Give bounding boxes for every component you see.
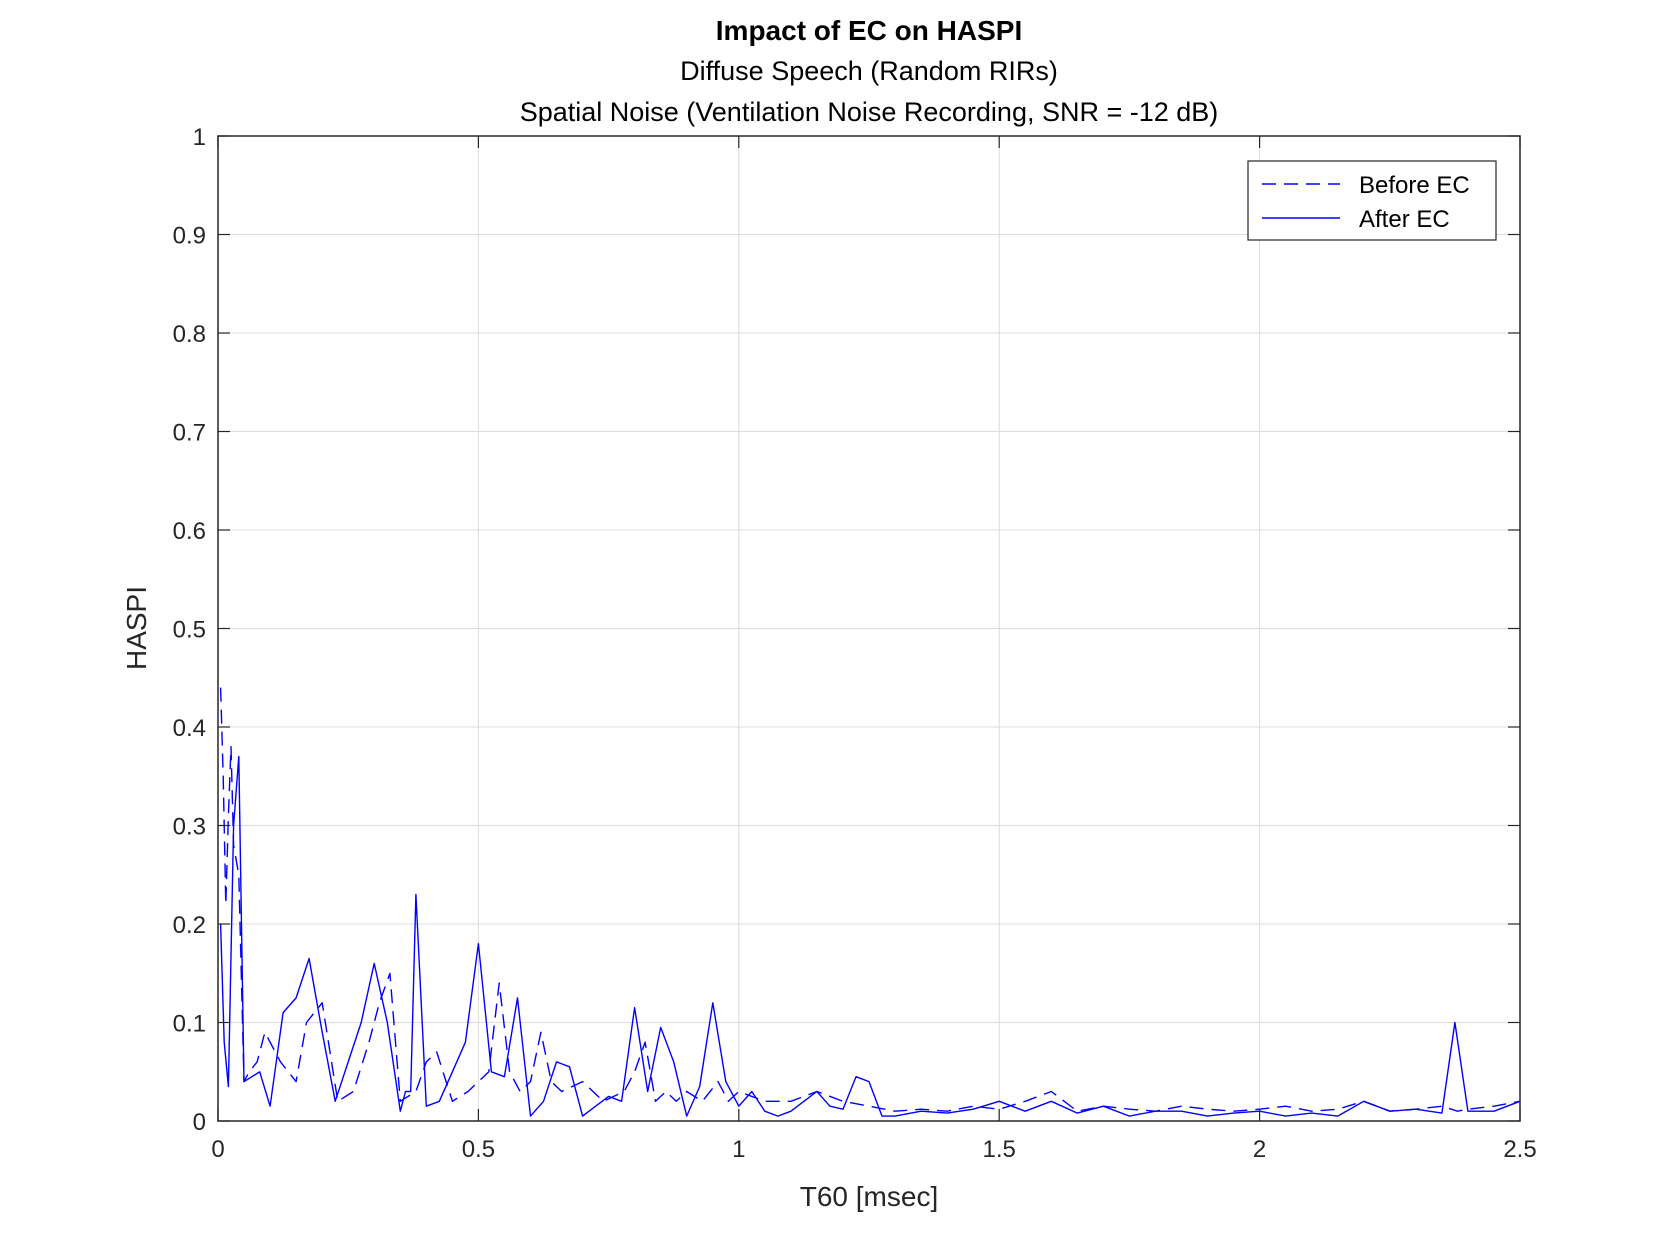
y-tick-label: 0.9 <box>173 223 206 250</box>
x-tick-label: 0 <box>211 1136 224 1163</box>
y-tick-label: 0.3 <box>173 814 206 841</box>
series-line-after-ec <box>219 755 1521 1117</box>
x-tick-label: 1.5 <box>983 1136 1016 1163</box>
series-line-before-ec <box>219 687 1521 1112</box>
y-tick-label: 0.6 <box>173 518 206 545</box>
y-tick-label: 0.2 <box>173 912 206 939</box>
y-tick-label: 0.4 <box>173 715 206 742</box>
plot-series <box>219 687 1521 1117</box>
y-tick-label: 0.5 <box>173 617 206 644</box>
x-tick-label: 2.5 <box>1503 1136 1536 1163</box>
y-tick-label: 0.8 <box>173 321 206 348</box>
legend-label-before-ec: Before EC <box>1359 172 1470 199</box>
chart-subtitle-1: Diffuse Speech (Random RIRs) <box>680 56 1058 86</box>
x-axis-label: T60 [msec] <box>800 1181 938 1212</box>
chart-title: Impact of EC on HASPI <box>716 15 1022 46</box>
y-tick-label: 0.1 <box>173 1011 206 1038</box>
y-tick-label: 1 <box>193 124 206 151</box>
legend-label-after-ec: After EC <box>1359 206 1450 233</box>
legend-box <box>1247 160 1497 241</box>
y-tick-label: 0.7 <box>173 420 206 447</box>
x-tick-label: 1 <box>732 1136 745 1163</box>
y-tick-label: 0 <box>193 1109 206 1136</box>
y-axis-label: HASPI <box>121 586 152 670</box>
x-tick-label: 2 <box>1253 1136 1266 1163</box>
axis-ticks: 0 0.5 1 1.5 2 2.5 0 0.1 0.2 0.3 0.4 0.5 0.6 0.7 0.8 0.9… <box>173 124 1537 1163</box>
legend: Before EC After EC <box>1247 160 1497 241</box>
x-tick-label: 0.5 <box>462 1136 495 1163</box>
chart-subtitle-2: Spatial Noise (Ventilation Noise Recordi… <box>520 97 1219 127</box>
